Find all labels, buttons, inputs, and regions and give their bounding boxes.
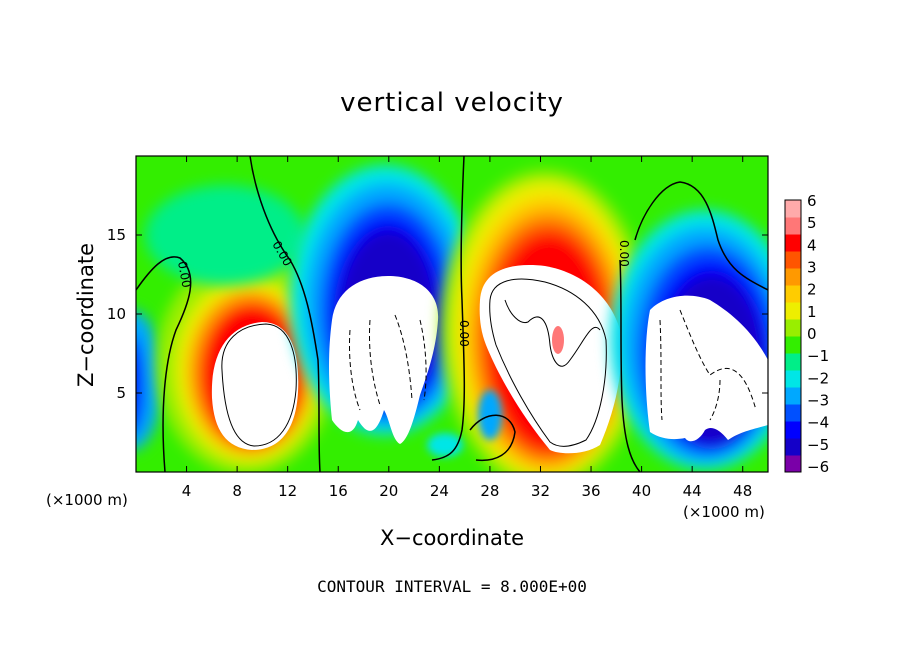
x-tick-label: 44 (683, 482, 702, 500)
x-tick-label: 40 (632, 482, 651, 500)
svg-text:0.00: 0.00 (175, 260, 193, 289)
contour-4 (619, 259, 641, 472)
colorbar-swatch (785, 404, 801, 422)
colorbar-swatch (785, 387, 801, 405)
svg-text:0.00: 0.00 (457, 320, 471, 347)
downdraft-2-saturated (329, 276, 439, 444)
x-tick-label: 24 (430, 482, 449, 500)
lower-downdraft (427, 390, 502, 457)
updraft-3-core (552, 326, 564, 354)
colorbar-swatch (785, 438, 801, 456)
colorbar-label: 1 (807, 303, 817, 321)
colorbar-swatch (785, 319, 801, 337)
y-tick-label: 5 (116, 384, 126, 402)
x-axis: 4 8 12 16 20 24 28 32 36 40 44 48 (182, 156, 752, 500)
y-tick-label: 10 (107, 305, 126, 323)
colorbar: 6 5 4 3 2 1 0 −1 −2 −3 −4 −5 −6 (784, 192, 829, 476)
x-tick-label: 16 (329, 482, 348, 500)
x-tick-label: 12 (278, 482, 297, 500)
colorbar-swatch (785, 455, 801, 473)
zero-contours (136, 156, 768, 472)
y-axis: 5 10 15 (107, 226, 768, 402)
chart-title: vertical velocity (340, 88, 564, 118)
contour-5 (634, 181, 768, 291)
colorbar-label: −4 (807, 414, 829, 432)
downdraft-4-saturated (645, 295, 768, 442)
colorbar-swatch (785, 370, 801, 388)
colorbar-swatch (785, 421, 801, 439)
colorbar-label: −6 (807, 458, 829, 476)
moat-1 (145, 185, 305, 285)
contour-3 (431, 156, 466, 461)
updraft-1-saturated (211, 322, 299, 450)
colorbar-label: 3 (807, 259, 817, 277)
colorbar-swatch (785, 285, 801, 303)
colorbar-label: 5 (807, 214, 817, 232)
colorbar-label: 4 (807, 236, 817, 254)
x-axis-label: X−coordinate (380, 526, 524, 550)
colorbar-label: −3 (807, 392, 829, 410)
x-unit-label-right: (×1000 m) (683, 503, 765, 521)
colorbar-label: 0 (807, 325, 817, 343)
colorbar-label: −2 (807, 369, 829, 387)
negative-contours (349, 309, 757, 421)
contour-interval-note: CONTOUR INTERVAL = 8.000E+00 (317, 577, 587, 596)
updraft-3-saturated (479, 265, 622, 454)
colorbar-swatch (785, 234, 801, 252)
x-tick-label: 20 (379, 482, 398, 500)
x-tick-label: 48 (733, 482, 752, 500)
x-tick-label: 4 (182, 482, 192, 500)
contour-1 (136, 256, 192, 472)
colorbar-swatch (785, 353, 801, 371)
x-tick-label: 32 (531, 482, 550, 500)
left-edge-downdraft (136, 310, 162, 450)
colorbar-swatch (785, 200, 801, 218)
colorbar-label: 6 (807, 192, 817, 210)
heatmap-field: 0.00 0.00 0.00 0.00 (136, 156, 768, 472)
x-unit-label-left: (×1000 m) (46, 491, 128, 509)
x-tick-label: 36 (581, 482, 600, 500)
colorbar-swatch (785, 302, 801, 320)
x-tick-label: 8 (232, 482, 242, 500)
colorbar-swatch (785, 336, 801, 354)
contour-6 (469, 414, 516, 462)
x-tick-label: 28 (480, 482, 499, 500)
colorbar-swatch (785, 251, 801, 269)
colorbar-frame (784, 199, 802, 473)
colorbar-swatch (785, 217, 801, 235)
colorbar-label: −5 (807, 436, 829, 454)
colorbar-swatch (785, 268, 801, 286)
y-tick-label: 15 (107, 226, 126, 244)
positive-contours (221, 278, 607, 447)
svg-text:0.00: 0.00 (617, 240, 631, 267)
colorbar-label: 2 (807, 281, 817, 299)
colorbar-label: −1 (807, 347, 829, 365)
contour-2 (249, 156, 321, 472)
